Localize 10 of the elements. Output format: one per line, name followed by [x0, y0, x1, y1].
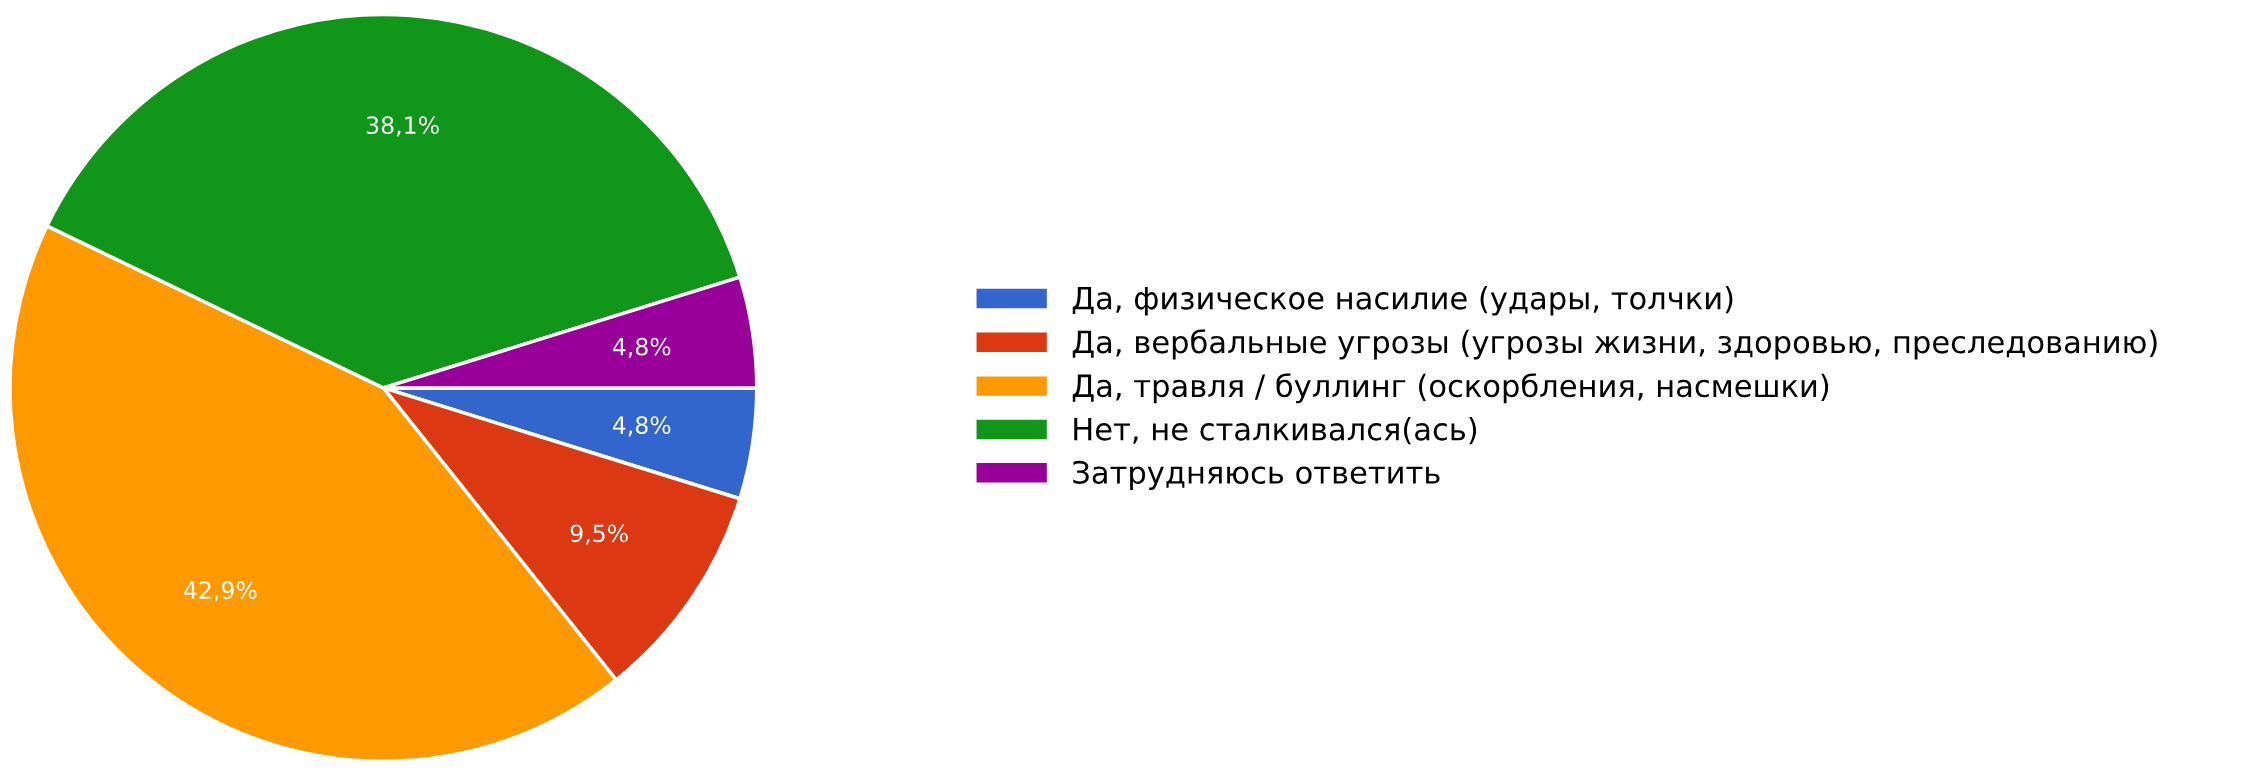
data-label: 4,8%	[612, 337, 671, 358]
legend-label: Да, вербальные угрозы (угрозы жизни, здоровью, преследованию)	[1072, 329, 2157, 360]
legend-label: Да, физическое насилие (удары, толчки)	[1072, 286, 1733, 316]
data-label: 38,1%	[366, 116, 439, 137]
legend-label: Да, травля / буллинг (оскорбления, насмешки)	[1072, 373, 1829, 404]
legend-label: Затрудняюсь ответить	[1073, 460, 1440, 490]
data-label: 9,5%	[570, 524, 628, 545]
data-label: 42,9%	[184, 581, 257, 602]
legend-label: Нет, не сталкивался(ась)	[1074, 417, 1477, 445]
data-label: 4,8%	[612, 416, 671, 437]
